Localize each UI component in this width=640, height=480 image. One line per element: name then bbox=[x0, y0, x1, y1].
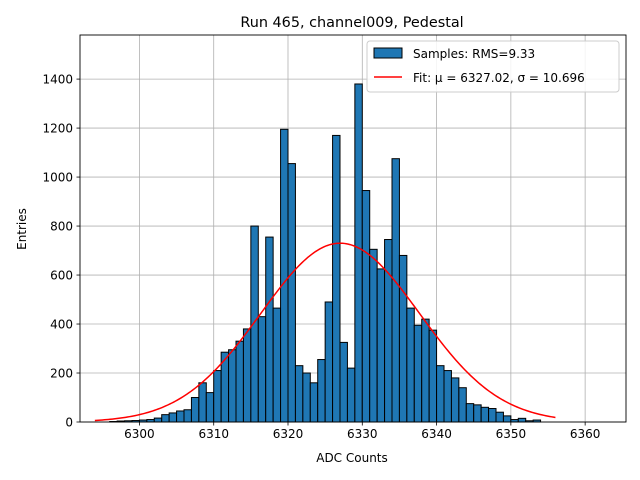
histogram-bar bbox=[406, 307, 415, 423]
histogram-bar bbox=[317, 359, 326, 423]
histogram-bar bbox=[257, 316, 267, 423]
histogram-bar bbox=[465, 403, 475, 423]
histogram-bar bbox=[361, 190, 371, 423]
histogram-bar bbox=[384, 239, 393, 423]
x-tick-label: 6360 bbox=[570, 427, 601, 441]
histogram-bar bbox=[205, 392, 215, 423]
x-axis-label: ADC Counts bbox=[316, 451, 388, 465]
y-tick-label: 1000 bbox=[42, 171, 73, 185]
histogram-bar bbox=[161, 414, 170, 423]
histogram-bar bbox=[235, 340, 244, 423]
histogram-bar bbox=[488, 408, 497, 423]
x-tick-label: 6310 bbox=[198, 427, 229, 441]
histogram-bar bbox=[346, 367, 356, 423]
histogram-bar bbox=[324, 301, 334, 423]
fit-curve-layer bbox=[94, 242, 556, 422]
histogram-bar bbox=[517, 417, 527, 423]
histogram-bar bbox=[398, 254, 408, 423]
histogram-bar bbox=[280, 128, 289, 423]
x-tick-label: 6330 bbox=[347, 427, 378, 441]
histogram-bar bbox=[272, 307, 282, 423]
y-tick-label: 0 bbox=[65, 416, 73, 430]
legend: Samples: RMS=9.33 Fit: μ = 6327.02, σ = … bbox=[366, 40, 620, 93]
histogram-bar bbox=[436, 365, 445, 423]
histogram-bar bbox=[502, 415, 512, 423]
y-axis-label: Entries bbox=[15, 208, 29, 250]
histogram-bar bbox=[309, 382, 319, 423]
histogram-bar bbox=[369, 248, 378, 423]
histogram-bar bbox=[213, 370, 222, 423]
x-tick-label: 6350 bbox=[496, 427, 527, 441]
histogram-bar bbox=[190, 397, 200, 423]
x-axis-ticks: 6300 6310 6320 6330 6340 6350 6360 bbox=[124, 422, 600, 441]
histogram-bar bbox=[332, 134, 341, 423]
histogram-bar bbox=[287, 163, 296, 423]
histogram-bar bbox=[495, 411, 504, 423]
x-tick-label: 6340 bbox=[421, 427, 452, 441]
histogram-bar bbox=[473, 404, 482, 423]
legend-label-fit: Fit: μ = 6327.02, σ = 10.696 bbox=[413, 71, 585, 85]
legend-frame bbox=[366, 40, 620, 93]
plot-frame bbox=[79, 34, 627, 423]
legend-label-samples: Samples: RMS=9.33 bbox=[413, 47, 535, 61]
histogram-bar bbox=[354, 83, 363, 423]
fit-curve bbox=[94, 242, 556, 422]
x-tick-label: 6300 bbox=[124, 427, 155, 441]
histogram-bar bbox=[168, 412, 178, 423]
histogram-bar bbox=[391, 158, 400, 423]
histogram-bar bbox=[176, 410, 185, 423]
y-axis-ticks: 0 200 400 600 800 1000 1200 1400 bbox=[42, 73, 80, 430]
histogram-bar bbox=[302, 372, 311, 423]
histogram-bar bbox=[242, 328, 252, 423]
histogram-bar bbox=[428, 329, 438, 423]
histogram-bar bbox=[458, 387, 467, 423]
y-tick-label: 1400 bbox=[42, 73, 73, 87]
x-tick-label: 6320 bbox=[273, 427, 304, 441]
histogram-bar bbox=[480, 406, 490, 423]
histogram-bar bbox=[183, 409, 192, 423]
histogram-bar bbox=[250, 225, 259, 423]
y-tick-label: 1200 bbox=[42, 122, 73, 136]
chart-title: Run 465, channel009, Pedestal bbox=[240, 15, 463, 31]
histogram-bar bbox=[294, 365, 304, 423]
histogram-bar bbox=[376, 268, 386, 423]
histogram-bar bbox=[339, 341, 348, 423]
y-tick-label: 200 bbox=[50, 367, 73, 381]
histogram-bar bbox=[450, 377, 460, 423]
y-tick-label: 600 bbox=[50, 269, 73, 283]
histogram-bar bbox=[443, 370, 452, 423]
histogram-bar bbox=[265, 236, 274, 423]
histogram-bar bbox=[228, 349, 237, 423]
y-tick-label: 400 bbox=[50, 318, 73, 332]
histogram-bar bbox=[413, 324, 423, 423]
histogram-bar bbox=[198, 382, 207, 423]
legend-swatch-samples bbox=[373, 47, 403, 59]
histogram-bar bbox=[153, 417, 163, 423]
y-tick-label: 800 bbox=[50, 220, 73, 234]
histogram-bar bbox=[421, 318, 430, 423]
